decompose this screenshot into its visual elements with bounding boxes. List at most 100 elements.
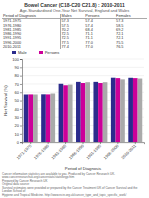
tick-label: 60 <box>15 90 20 95</box>
tick: 2010-2011 <box>120 143 137 161</box>
bar <box>116 78 121 142</box>
tick-mark <box>65 143 66 145</box>
bar <box>93 82 98 142</box>
bar <box>68 85 73 143</box>
tick-mark <box>20 93 22 94</box>
table-cell: 76.5 <box>115 45 147 49</box>
legend-item: Male <box>12 50 27 55</box>
tick: 10 <box>15 132 22 137</box>
tick: 1996-2000 <box>102 143 120 161</box>
table-cell: 77.0 <box>84 41 115 45</box>
bar <box>28 95 33 143</box>
table-header: Persons <box>84 14 115 19</box>
bar <box>50 94 55 143</box>
chart: 01020304050607080901001971-19751976-1980… <box>2 55 147 172</box>
x-axis: 1971-19751976-19801981-19851986-19901991… <box>15 143 144 161</box>
tick-mark <box>20 59 22 60</box>
bar <box>103 83 108 143</box>
tick-mark <box>20 143 22 144</box>
tick-mark <box>48 143 49 145</box>
tick-mark <box>20 109 22 110</box>
bars <box>24 78 143 142</box>
bar <box>63 86 68 143</box>
tick: 60 <box>15 90 22 95</box>
tick: 30 <box>15 115 22 120</box>
tick-mark <box>20 118 22 119</box>
tick: 1981-1985 <box>50 143 68 161</box>
table-cell: 72.1 <box>115 32 147 36</box>
tick-label: 40 <box>15 107 20 112</box>
tick-mark <box>20 84 22 85</box>
tick-label: 30 <box>15 115 20 120</box>
tick: 40 <box>15 107 22 112</box>
tick-mark <box>20 68 22 69</box>
footer-line: Survival estimates were provided or prep… <box>2 187 147 194</box>
axis-domain <box>20 60 23 143</box>
tick-label: 2010-2011 <box>120 143 137 160</box>
table-header-row: Period of DiagnosisMalesPersonsFemales <box>2 14 147 19</box>
tick-label: 1971-1975 <box>15 143 33 161</box>
page: Bowel Cancer (C18-C20 C21.8) : 2010-2011… <box>0 0 149 198</box>
tick-mark <box>117 143 118 145</box>
table: Period of DiagnosisMalesPersonsFemales19… <box>2 14 147 49</box>
tick-mark <box>30 143 31 145</box>
title: Bowel Cancer (C18-C20 C21.8) : 2010-2011 <box>2 2 147 8</box>
tick-label: 20 <box>15 124 20 129</box>
table-cell: 2010-2011 <box>2 45 60 49</box>
tick-label: 1996-2000 <box>102 143 120 161</box>
table-cell: 70.2 <box>60 28 84 32</box>
tick-label: 1991-1995 <box>85 143 103 161</box>
bar <box>41 95 46 143</box>
y-axis: 0102030405060708090100 <box>12 57 22 145</box>
bar <box>128 78 133 142</box>
tick-label: 50 <box>15 99 20 104</box>
tick: 80 <box>15 74 22 79</box>
legend-swatch <box>12 51 16 54</box>
table-cell: 75.5 <box>115 41 147 45</box>
tick: 0 <box>17 140 22 145</box>
bar <box>138 79 143 143</box>
footer-line: Hygiene and Tropical Medicine. http://ww… <box>2 194 147 198</box>
table-cell: 57.4 <box>84 19 115 24</box>
subtitle: Age-Standardised One-Year Net Survival, … <box>2 8 147 13</box>
tick-label: 90 <box>15 65 20 70</box>
table-cell: 72.5 <box>60 36 84 40</box>
table-cell: 58.5 <box>115 24 147 28</box>
table-cell: 57.3 <box>60 19 84 24</box>
tick-label: 1976-1980 <box>33 143 51 161</box>
bar <box>81 83 86 142</box>
tick: 1976-1980 <box>33 143 51 161</box>
tick: 1991-1995 <box>85 143 103 161</box>
table-cell: 57.3 <box>115 19 147 24</box>
bar <box>59 84 64 142</box>
tick-label: 1981-1985 <box>50 143 68 161</box>
tick: 70 <box>15 82 22 87</box>
tick-mark <box>20 76 22 77</box>
tick-mark <box>135 143 136 145</box>
tick-mark <box>20 134 22 135</box>
y-axis-title: Net Survival (%) <box>3 85 8 116</box>
tick-label: 1986-1990 <box>68 143 86 161</box>
table-cell: 72.1 <box>115 36 147 40</box>
table-cell: 77.4 <box>60 45 84 49</box>
bar <box>98 83 103 142</box>
bar <box>85 83 90 143</box>
table-row: 2010-201177.477.076.5 <box>2 45 147 49</box>
tick: 20 <box>15 124 22 129</box>
tick-label: 0 <box>17 140 20 145</box>
table-cell: 57.4 <box>84 24 115 28</box>
bar <box>133 78 138 142</box>
table-cell: 57.5 <box>60 24 84 28</box>
table-cell: 69.2 <box>115 28 147 32</box>
tick-label: 10 <box>15 132 20 137</box>
legend: Male Persons <box>2 50 147 55</box>
bar <box>120 80 125 143</box>
legend-label: Persons <box>45 50 60 55</box>
tick: 90 <box>15 65 22 70</box>
tick: 1986-1990 <box>68 143 86 161</box>
table-cell: 72.5 <box>60 32 84 36</box>
bar <box>33 95 38 143</box>
legend-swatch <box>39 51 43 54</box>
table-cell: 77.0 <box>84 45 115 49</box>
chart-container: 01020304050607080901001971-19751976-1980… <box>2 55 147 172</box>
